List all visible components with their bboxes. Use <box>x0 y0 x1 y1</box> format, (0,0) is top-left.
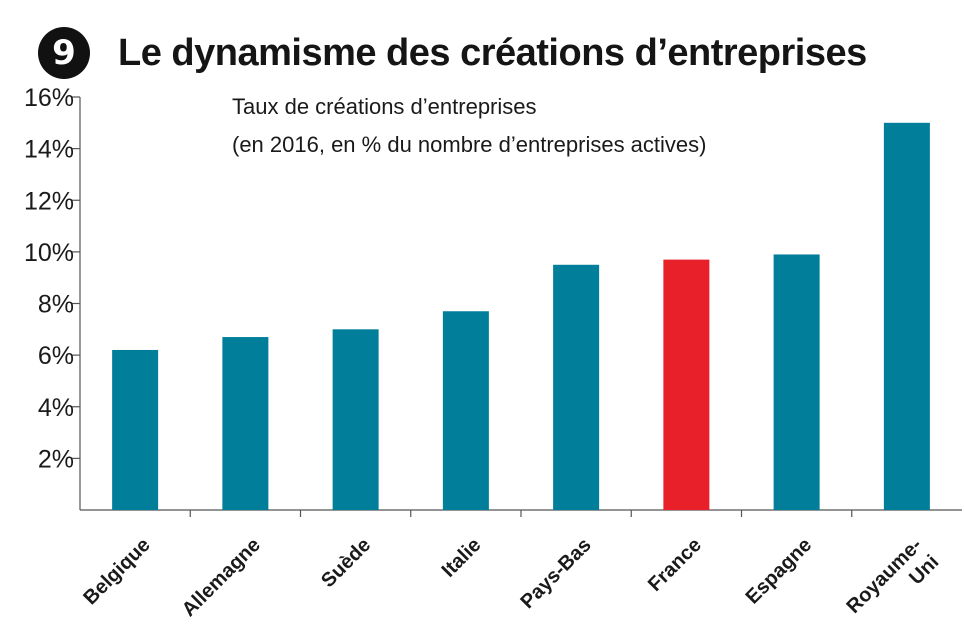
y-tick-label: 8% <box>38 291 74 319</box>
x-category-label: Royaume-Uni <box>842 534 943 618</box>
x-category-label: Suède <box>317 534 375 592</box>
bar-royaume-uni <box>883 122 930 510</box>
y-tick-label: 14% <box>24 136 74 164</box>
y-tick-label: 4% <box>38 394 74 422</box>
subtitle-line-2: (en 2016, en % du nombre d’entreprises a… <box>232 132 707 157</box>
chart-header: 9 Le dynamisme des créations d’entrepris… <box>38 26 867 80</box>
x-category-label-text: France <box>644 534 706 596</box>
bar-france <box>663 259 710 510</box>
x-category-label-text: Allemagne <box>178 534 265 621</box>
bar-suède <box>332 329 379 510</box>
x-category-label: Belgique <box>79 534 154 609</box>
bar-belgique <box>112 349 159 510</box>
x-category-label-text: Italie <box>438 534 486 582</box>
y-tick-label: 2% <box>38 445 74 473</box>
x-category-label: Italie <box>438 534 486 582</box>
bar-allemagne <box>222 337 269 510</box>
bar-pays-bas <box>553 264 600 510</box>
figure-number-badge: 9 <box>38 27 90 79</box>
x-category-label: Allemagne <box>178 534 265 621</box>
bar-italie <box>442 311 489 510</box>
x-category-label-text: Belgique <box>79 534 154 609</box>
y-tick-label: 6% <box>38 342 74 370</box>
bar-espagne <box>773 254 820 510</box>
chart-title: Le dynamisme des créations d’entreprises <box>118 31 867 74</box>
x-category-label: Espagne <box>742 534 817 609</box>
x-category-label-text: Suède <box>317 534 375 592</box>
chart-subtitle: Taux de créations d’entreprises (en 2016… <box>232 88 706 164</box>
x-category-label-text: Espagne <box>742 534 817 609</box>
y-tick-label: 16% <box>24 84 74 112</box>
y-tick-label: 12% <box>24 187 74 215</box>
y-tick-label: 10% <box>24 239 74 267</box>
x-category-label-text: Pays-Bas <box>516 534 595 613</box>
x-category-label: Pays-Bas <box>516 534 595 613</box>
x-category-label: France <box>644 534 706 596</box>
subtitle-line-1: Taux de créations d’entreprises <box>232 94 537 119</box>
